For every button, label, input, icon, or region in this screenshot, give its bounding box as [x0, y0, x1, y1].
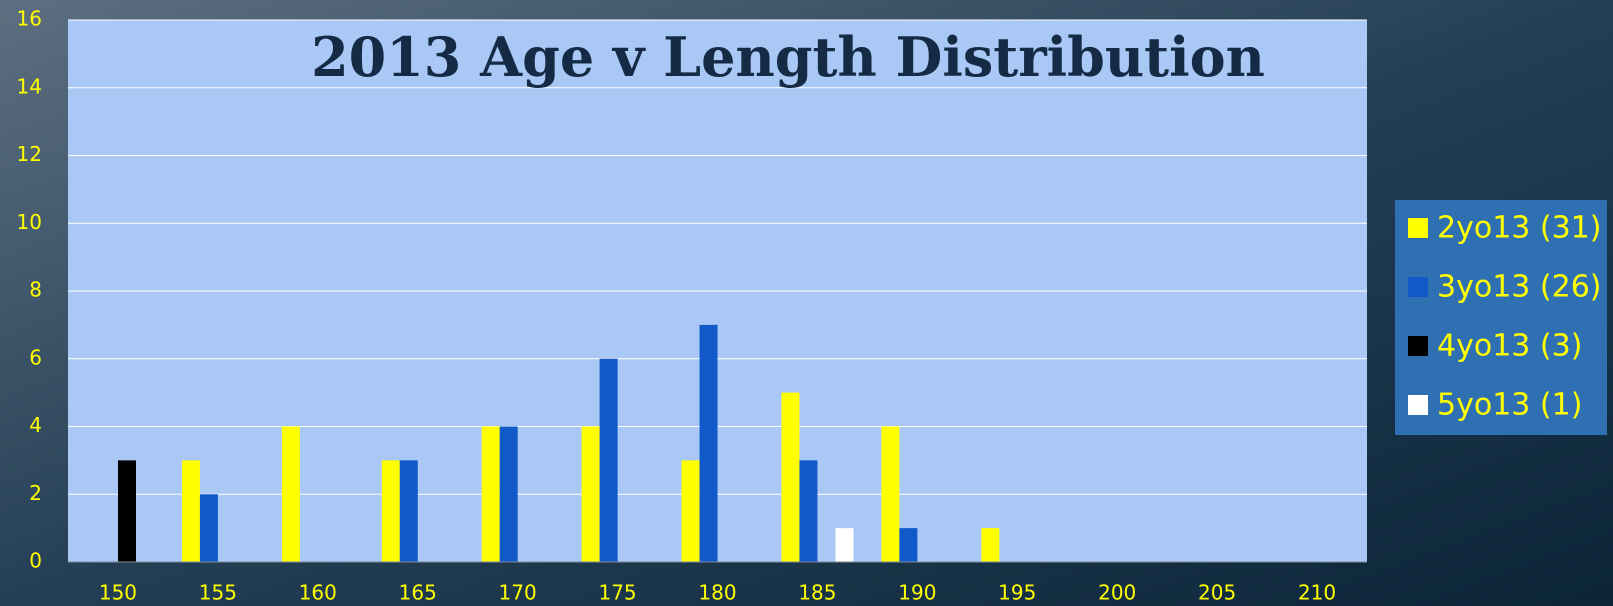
bar: [399, 460, 418, 562]
x-tick-label: 155: [199, 581, 237, 605]
bar: [581, 426, 600, 562]
bar: [181, 460, 200, 562]
y-tick-label: 10: [17, 210, 42, 234]
legend-label: 2yo13 (31): [1437, 211, 1602, 246]
bar: [835, 528, 854, 562]
x-tick-label: 175: [598, 581, 636, 605]
bar: [981, 528, 1000, 562]
y-tick-label: 2: [29, 481, 42, 505]
y-tick-label: 6: [29, 345, 42, 369]
x-tick-label: 195: [998, 581, 1036, 605]
bar: [899, 528, 918, 562]
x-tick-label: 170: [499, 581, 537, 605]
bar: [381, 460, 400, 562]
y-tick-label: 8: [29, 278, 42, 302]
legend-swatch: [1408, 336, 1428, 356]
legend-label: 4yo13 (3): [1437, 329, 1582, 364]
legend-label: 5yo13 (1): [1437, 388, 1582, 423]
legend-swatch: [1408, 277, 1428, 297]
bar: [881, 426, 900, 562]
y-tick-label: 0: [29, 549, 42, 573]
y-tick-label: 16: [17, 7, 42, 31]
bar: [781, 392, 800, 562]
bar: [699, 324, 718, 562]
y-tick-label: 14: [17, 74, 42, 98]
legend: [1395, 200, 1607, 435]
y-tick-label: 4: [29, 413, 42, 437]
legend-swatch: [1408, 218, 1428, 238]
y-tick-label: 12: [17, 142, 42, 166]
x-tick-label: 180: [698, 581, 736, 605]
bar: [281, 426, 300, 562]
x-tick-label: 205: [1198, 581, 1236, 605]
chart-title: 2013 Age v Length Distribution: [311, 25, 1265, 89]
x-tick-label: 165: [399, 581, 437, 605]
bar: [118, 460, 136, 562]
x-tick-label: 150: [99, 581, 137, 605]
x-tick-label: 200: [1098, 581, 1136, 605]
x-tick-label: 190: [898, 581, 936, 605]
legend-label: 3yo13 (26): [1437, 270, 1602, 305]
bar: [499, 426, 518, 562]
x-tick-label: 210: [1298, 581, 1336, 605]
x-tick-label: 160: [299, 581, 337, 605]
bar: [481, 426, 500, 562]
legend-swatch: [1408, 395, 1428, 415]
x-tick-label: 185: [798, 581, 836, 605]
bar: [599, 358, 618, 562]
bar: [799, 460, 818, 562]
bar: [199, 494, 218, 562]
bar: [681, 460, 700, 562]
